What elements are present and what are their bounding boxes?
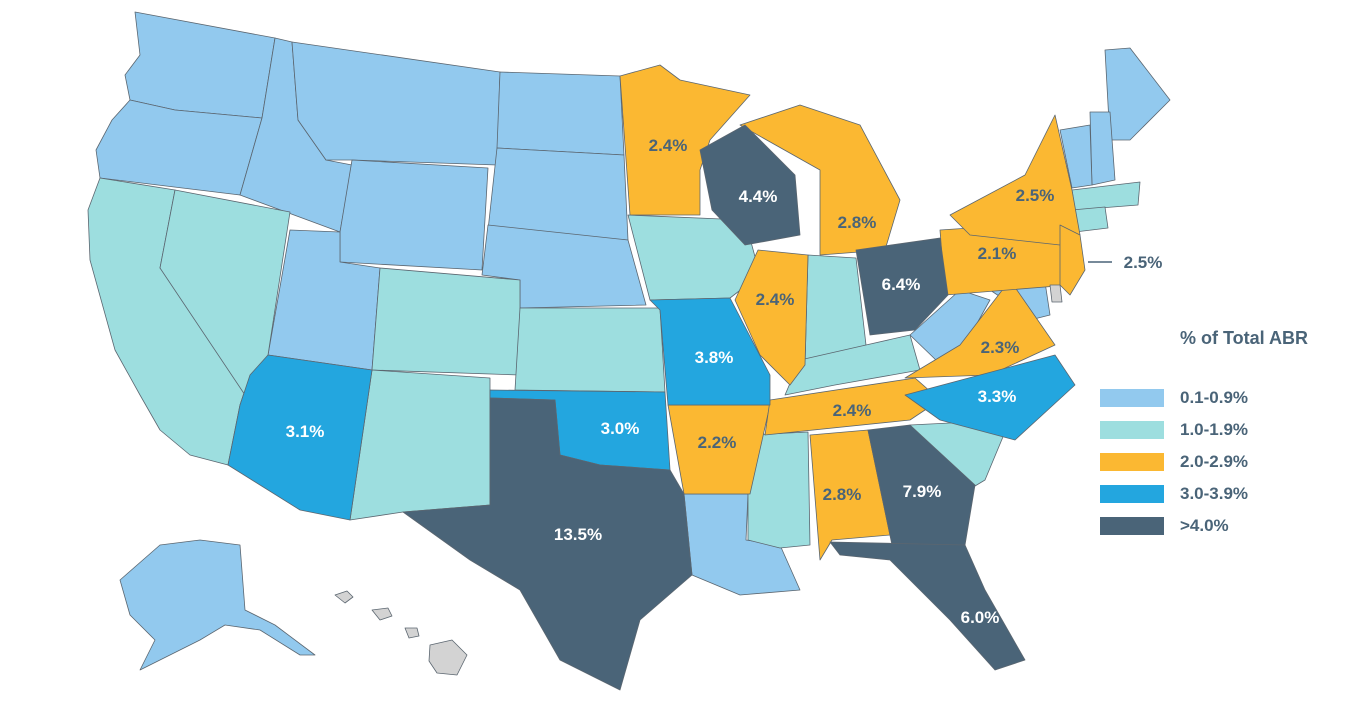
- state-arizona: [227, 354, 373, 521]
- legend-title: % of Total ABR: [1180, 328, 1308, 348]
- state-north-carolina: [904, 354, 1076, 441]
- legend-swatch: [1100, 389, 1164, 407]
- state-florida: [829, 541, 1026, 671]
- legend-item: 2.0-2.9%: [1100, 452, 1248, 472]
- state-virginia: [904, 279, 1056, 379]
- legend-swatch: [1100, 421, 1164, 439]
- state-ohio: [855, 237, 949, 336]
- state-vermont: [1059, 124, 1093, 189]
- state-oregon: [95, 99, 263, 196]
- state-wyoming: [339, 159, 489, 271]
- state-hawaii: [334, 590, 468, 676]
- state-minnesota: [619, 64, 751, 216]
- label-missouri: 3.8%: [695, 348, 734, 367]
- state-michigan: [739, 104, 901, 256]
- state-georgia: [867, 424, 976, 546]
- label-illinois: 2.4%: [756, 290, 795, 309]
- state-new-york: [949, 114, 1081, 246]
- label-new-jersey: 2.5%: [1124, 253, 1163, 272]
- legend-item: 0.1-0.9%: [1100, 388, 1248, 408]
- label-georgia: 7.9%: [903, 482, 942, 501]
- state-south-dakota: [487, 147, 629, 241]
- label-virginia: 2.3%: [981, 338, 1020, 357]
- state-colorado: [371, 267, 521, 376]
- label-tennessee: 2.4%: [833, 401, 872, 420]
- state-illinois: [734, 249, 809, 386]
- state-mississippi: [747, 431, 811, 549]
- legend-label: 3.0-3.9%: [1180, 484, 1249, 503]
- state-missouri: [649, 297, 771, 406]
- state-alabama: [809, 429, 891, 561]
- state-texas: [402, 397, 693, 691]
- state-delaware: [1049, 284, 1063, 303]
- state-new-jersey: [1059, 224, 1086, 296]
- state-montana: [291, 41, 501, 166]
- state-washington: [124, 11, 276, 119]
- legend-label: 2.0-2.9%: [1180, 452, 1249, 471]
- label-florida: 6.0%: [961, 608, 1000, 627]
- label-new-york: 2.5%: [1016, 186, 1055, 205]
- label-north-carolina: 3.3%: [978, 387, 1017, 406]
- label-texas: 13.5%: [554, 525, 602, 544]
- state-kansas: [514, 307, 666, 393]
- legend-label: 1.0-1.9%: [1180, 420, 1249, 439]
- state-new-mexico: [349, 369, 491, 521]
- label-michigan: 2.8%: [838, 213, 877, 232]
- label-arizona: 3.1%: [286, 422, 325, 441]
- state-north-dakota: [496, 71, 625, 156]
- legend-swatch: [1100, 517, 1164, 535]
- legend-label: >4.0%: [1180, 516, 1229, 535]
- label-wisconsin: 4.4%: [739, 187, 778, 206]
- label-pennsylvania: 2.1%: [978, 244, 1017, 263]
- label-alabama: 2.8%: [823, 485, 862, 504]
- label-arkansas: 2.2%: [698, 433, 737, 452]
- legend-item: >4.0%: [1100, 516, 1229, 536]
- legend-label: 0.1-0.9%: [1180, 388, 1249, 407]
- state-wisconsin: [699, 124, 801, 246]
- legend-swatch: [1100, 485, 1164, 503]
- label-minnesota: 2.4%: [649, 136, 688, 155]
- state-alaska: [119, 539, 316, 671]
- legend-swatch: [1100, 453, 1164, 471]
- state-tennessee: [764, 377, 941, 436]
- label-ohio: 6.4%: [882, 275, 921, 294]
- legend-item: 1.0-1.9%: [1100, 420, 1248, 440]
- label-oklahoma: 3.0%: [601, 419, 640, 438]
- legend-item: 3.0-3.9%: [1100, 484, 1248, 504]
- state-maine: [1104, 47, 1171, 141]
